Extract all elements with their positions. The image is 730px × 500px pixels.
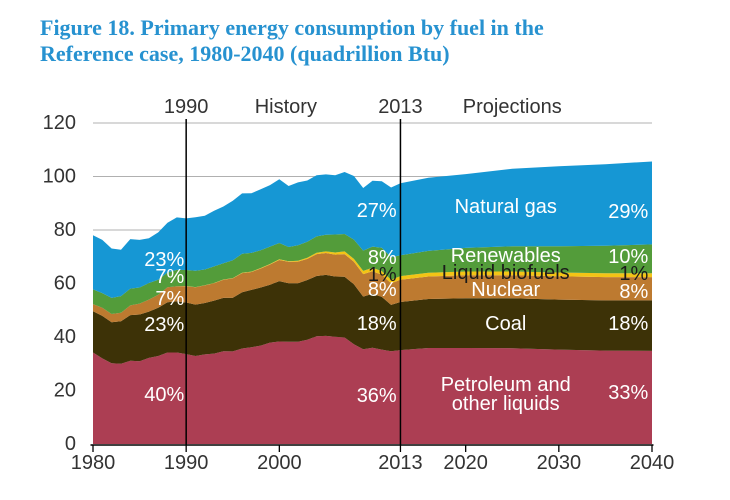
annotation-label-petroleum-line2: other liquids bbox=[452, 393, 560, 415]
annotation-pct-nuclear-1990: 7% bbox=[155, 288, 184, 310]
annotation-pct-renewables-1990: 7% bbox=[155, 266, 184, 288]
annotation-pct-nuclear-2040: 8% bbox=[619, 281, 648, 303]
y-tick-label-0: 0 bbox=[65, 433, 76, 455]
y-tick-label-120: 120 bbox=[43, 112, 76, 134]
x-axis bbox=[90, 444, 654, 452]
divider-lines bbox=[185, 119, 402, 445]
annotation-label-renewables: Renewables bbox=[451, 245, 561, 267]
annotation-pct-nuclear-2013: 8% bbox=[368, 279, 397, 301]
annotation-pct-renewables-2040: 10% bbox=[608, 246, 648, 268]
figure-title-line2: Reference case, 1980-2040 (quadrillion B… bbox=[40, 41, 450, 66]
area-coal bbox=[93, 274, 652, 364]
y-tick-label-80: 80 bbox=[54, 219, 76, 241]
area-natural-gas bbox=[93, 161, 652, 298]
x-tick-label-2000: 2000 bbox=[257, 452, 302, 474]
header-label-history: History bbox=[255, 96, 317, 118]
area-petroleum-and-other-liquids bbox=[93, 335, 652, 444]
annotation-pct-petroleum-2013: 36% bbox=[357, 385, 397, 407]
y-tick-label-40: 40 bbox=[54, 326, 76, 348]
x-tick-label-2040: 2040 bbox=[630, 452, 675, 474]
annotation-pct-renewables-2013: 8% bbox=[368, 247, 397, 269]
x-tick-label-2013: 2013 bbox=[378, 452, 423, 474]
annotation-pct-biofuels-2040: 1% bbox=[619, 263, 648, 285]
header-labels: 1990 History 2013 Projections bbox=[164, 96, 562, 118]
annotation-label-liquid-biofuels: Liquid biofuels bbox=[442, 262, 570, 284]
band-annotations: 23%7%7%23%40%27%8%1%8%18%36%Natural gasR… bbox=[144, 196, 648, 415]
annotation-pct-natural-gas-2013: 27% bbox=[357, 200, 397, 222]
y-tick-label-100: 100 bbox=[43, 166, 76, 188]
stacked-areas bbox=[93, 161, 652, 444]
annotation-label-coal: Coal bbox=[485, 313, 526, 335]
y-tick-label-20: 20 bbox=[54, 380, 76, 402]
annotation-pct-natural-gas-2040: 29% bbox=[608, 201, 648, 223]
x-tick-label-2020: 2020 bbox=[443, 452, 488, 474]
annotation-pct-coal-1990: 23% bbox=[144, 314, 184, 336]
annotation-pct-coal-2040: 18% bbox=[608, 313, 648, 335]
y-tick-label-60: 60 bbox=[54, 273, 76, 295]
annotation-pct-biofuels-2013: 1% bbox=[368, 264, 397, 286]
figure-title-line1: Figure 18. Primary energy consumption by… bbox=[40, 15, 544, 40]
annotation-pct-petroleum-1990: 40% bbox=[144, 384, 184, 406]
annotation-label-natural-gas: Natural gas bbox=[455, 196, 557, 218]
annotation-label-petroleum-line1: Petroleum and bbox=[441, 374, 571, 396]
area-nuclear bbox=[93, 253, 652, 323]
annotation-pct-coal-2013: 18% bbox=[357, 313, 397, 335]
x-tick-label-2030: 2030 bbox=[537, 452, 582, 474]
x-tick-label-1980: 1980 bbox=[71, 452, 116, 474]
header-label-1990: 1990 bbox=[164, 96, 209, 118]
annotation-label-nuclear: Nuclear bbox=[471, 279, 540, 301]
header-label-2013: 2013 bbox=[378, 96, 423, 118]
area-renewables bbox=[93, 234, 652, 314]
annotation-pct-petroleum-2040: 33% bbox=[608, 382, 648, 404]
annotation-pct-natural-gas-1990: 23% bbox=[144, 249, 184, 271]
figure-title: Figure 18. Primary energy consumption by… bbox=[40, 15, 680, 67]
header-label-projections: Projections bbox=[463, 96, 562, 118]
x-axis-labels: 1980 1990 2000 2013 2020 2030 2040 bbox=[71, 452, 675, 474]
x-tick-label-1990: 1990 bbox=[164, 452, 209, 474]
y-axis-labels: 0 20 40 60 80 100 120 bbox=[43, 112, 76, 455]
